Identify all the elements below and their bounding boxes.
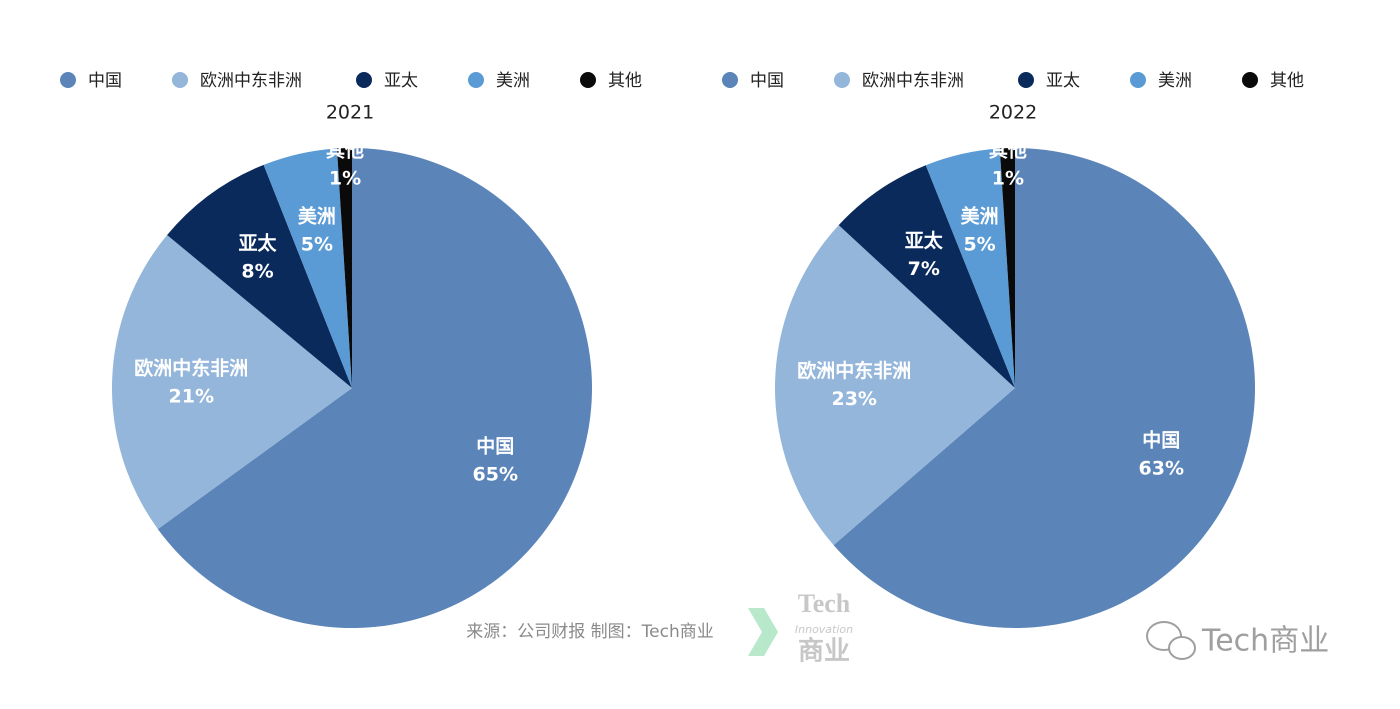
slice-value: 5% [301, 234, 333, 256]
slice-value: 8% [241, 260, 273, 282]
slice-value: 23% [831, 388, 876, 410]
legend-label: 欧洲中东非洲 [200, 71, 302, 91]
legend-swatch [356, 72, 372, 88]
pie-slice [925, 148, 1015, 388]
logo-middle: Innovation [795, 623, 853, 636]
pie-slice [999, 148, 1015, 388]
chart-title: 2022 [989, 102, 1037, 124]
legend-swatch [834, 72, 850, 88]
logo-chevron [748, 608, 778, 656]
slice-value: 65% [473, 464, 518, 486]
pie-slice [112, 235, 353, 530]
slice-value: 63% [1139, 457, 1184, 479]
logo-top: Tech [798, 589, 851, 618]
slice-value: 1% [992, 167, 1024, 189]
pie-slice [157, 148, 592, 629]
pie-slice [263, 148, 352, 388]
slice-category: 美洲 [961, 205, 999, 228]
pie-slice [336, 148, 352, 388]
legend-swatch [1018, 72, 1034, 88]
legend-swatch [722, 72, 738, 88]
pie-slice [167, 164, 352, 388]
slice-value: 5% [963, 234, 995, 256]
legend-label: 欧洲中东非洲 [862, 71, 964, 91]
legend-label: 中国 [750, 71, 784, 91]
source-note: 来源：公司财报 制图：Tech商业 [466, 622, 713, 642]
chart-title: 2021 [326, 102, 374, 124]
logo: Tech Innovation 商业 [748, 589, 853, 667]
legend-swatch [580, 72, 596, 88]
watermark: Tech商业 [1146, 621, 1329, 660]
logo-bottom: 商业 [798, 636, 850, 667]
slice-category: 欧洲中东非洲 [797, 359, 911, 382]
legend-label: 美洲 [496, 71, 530, 91]
slice-value: 21% [169, 385, 214, 407]
legend-label: 其他 [1270, 71, 1304, 91]
pie-slice [775, 225, 1015, 546]
pie-slice [838, 165, 1015, 388]
slice-category: 美洲 [298, 205, 336, 228]
slice-category: 中国 [1142, 428, 1180, 451]
legend-label: 亚太 [1046, 71, 1080, 91]
legend-swatch [1242, 72, 1258, 88]
legend-label: 其他 [608, 71, 642, 91]
legend-label: 中国 [88, 71, 122, 91]
pie-slice [833, 148, 1256, 628]
slice-category: 其他 [989, 138, 1027, 161]
legend-swatch [468, 72, 484, 88]
slice-value: 7% [908, 258, 940, 280]
legend-swatch [1130, 72, 1146, 88]
slice-category: 欧洲中东非洲 [134, 356, 248, 379]
slice-category: 其他 [326, 138, 364, 161]
slice-value: 1% [329, 167, 361, 189]
legend-label: 亚太 [384, 71, 418, 91]
legend-swatch [172, 72, 188, 88]
watermark-text: Tech商业 [1201, 624, 1329, 659]
slice-category: 中国 [476, 435, 514, 458]
legend-label: 美洲 [1158, 71, 1192, 91]
wechat-icon [1146, 621, 1182, 651]
slice-category: 亚太 [905, 229, 944, 252]
legend-swatch [60, 72, 76, 88]
slice-category: 亚太 [238, 231, 277, 254]
wechat-icon [1168, 636, 1196, 660]
